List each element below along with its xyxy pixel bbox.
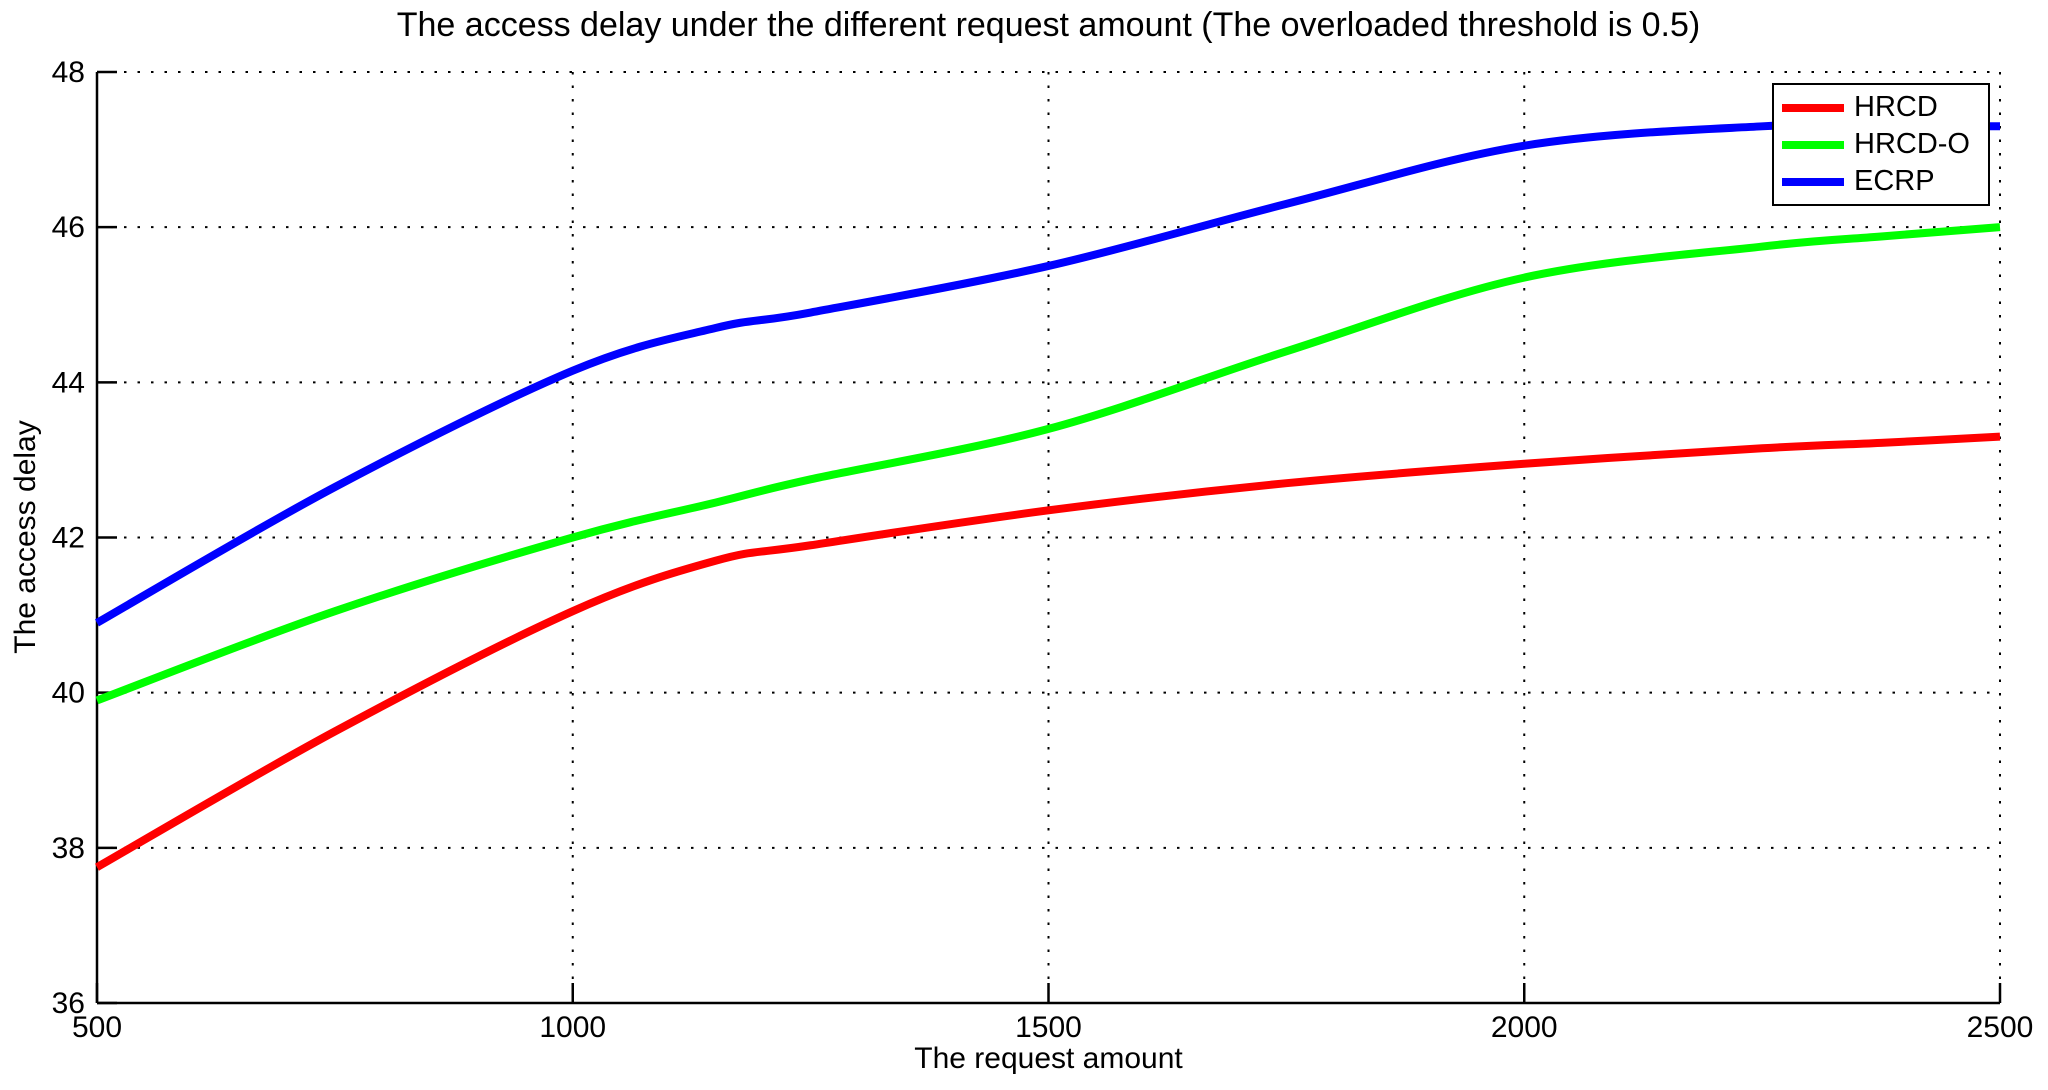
- legend: HRCD HRCD-O ECRP: [1772, 83, 1990, 206]
- y-tick-label-40: 40: [52, 677, 85, 710]
- x-tick-label-2000: 2000: [1491, 1011, 1558, 1044]
- legend-item-hrcd: HRCD: [1782, 91, 1988, 124]
- legend-item-hrcd-o: HRCD-O: [1782, 128, 1988, 161]
- legend-swatch-ecrp: [1782, 177, 1844, 186]
- x-tick-label-1000: 1000: [539, 1011, 606, 1044]
- y-tick-label-46: 46: [52, 211, 85, 244]
- series-line-hrcd-o: [95, 223, 2001, 705]
- series-line-hrcd: [95, 432, 2001, 871]
- series-line-ecrp: [95, 120, 2000, 627]
- x-axis-label: The request amount: [914, 1042, 1183, 1075]
- x-tick-label-500: 500: [72, 1011, 122, 1044]
- chart-title: The access delay under the different req…: [396, 6, 1701, 44]
- x-tick-label-2500: 2500: [1967, 1011, 2034, 1044]
- y-axis-label: The access delay: [9, 420, 42, 654]
- legend-label-ecrp: ECRP: [1854, 165, 1935, 197]
- y-tick-label-44: 44: [52, 366, 85, 399]
- y-tick-label-36: 36: [52, 987, 85, 1020]
- y-tick-label-48: 48: [52, 56, 85, 89]
- legend-swatch-hrcd-o: [1782, 140, 1844, 149]
- y-tick-label-42: 42: [52, 522, 85, 555]
- y-tick-label-38: 38: [52, 832, 85, 865]
- legend-label-hrcd-o: HRCD-O: [1854, 128, 1970, 160]
- x-tick-label-1500: 1500: [1015, 1011, 1082, 1044]
- legend-swatch-hrcd: [1782, 103, 1844, 112]
- legend-label-hrcd: HRCD: [1854, 91, 1938, 123]
- legend-item-ecrp: ECRP: [1782, 165, 1988, 198]
